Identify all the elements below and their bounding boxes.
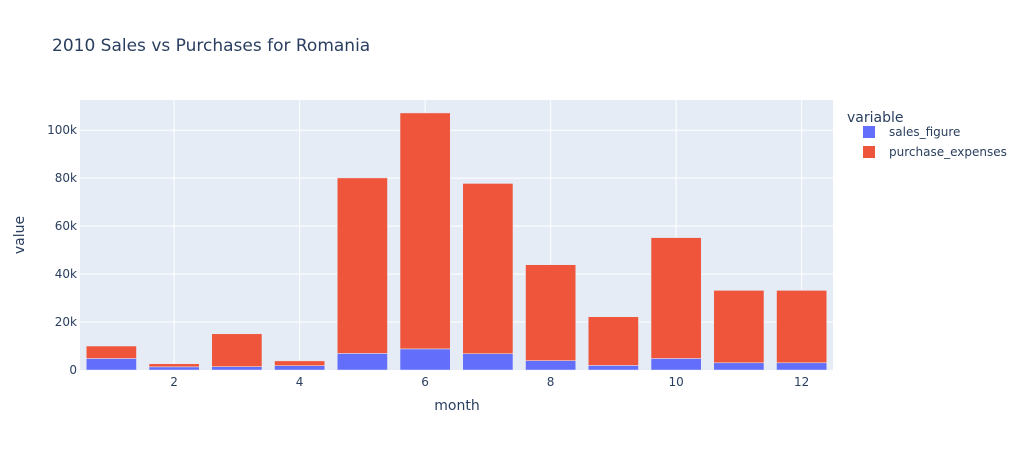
bar-sales_figure-month-10 xyxy=(650,358,702,371)
legend-swatch-purchase_expenses[interactable] xyxy=(863,146,875,158)
bar-purchase_expenses-month-2 xyxy=(148,363,200,368)
legend-title: variable xyxy=(847,110,903,126)
bar-sales_figure-month-7 xyxy=(462,353,514,371)
x-axis-title: month xyxy=(434,398,479,414)
x-tick-label: 4 xyxy=(296,375,304,389)
bar-sales_figure-month-4 xyxy=(274,365,325,371)
plot-area xyxy=(80,100,833,370)
bar-sales_figure-month-8 xyxy=(525,360,576,371)
bar-sales_figure-month-11 xyxy=(713,362,765,371)
x-tick-label: 2 xyxy=(170,375,178,389)
legend-swatch-sales_figure[interactable] xyxy=(863,126,875,138)
legend: variable sales_figure purchase_expenses xyxy=(847,110,1007,159)
bar-purchase_expenses-month-3 xyxy=(211,333,263,367)
x-tick-label: 8 xyxy=(547,375,555,389)
bar-purchase_expenses-month-5 xyxy=(337,177,388,354)
bar-sales_figure-month-2 xyxy=(148,366,200,371)
y-axis-title: value xyxy=(12,216,28,254)
bar-sales_figure-month-3 xyxy=(211,366,263,371)
bar-purchase_expenses-month-10 xyxy=(650,237,702,359)
bar-purchase_expenses-month-4 xyxy=(274,360,325,366)
bar-purchase_expenses-month-9 xyxy=(588,316,639,366)
y-axis-ticks: 0 20k 40k 60k 80k 100k xyxy=(47,123,77,377)
bar-sales_figure-month-12 xyxy=(776,362,827,371)
y-tick-label: 60k xyxy=(55,219,77,233)
bar-purchase_expenses-month-12 xyxy=(776,290,827,364)
legend-label-sales_figure[interactable]: sales_figure xyxy=(889,125,960,139)
x-tick-label: 12 xyxy=(794,375,809,389)
x-tick-label: 6 xyxy=(421,375,429,389)
bar-sales_figure-month-1 xyxy=(86,358,137,371)
bar-sales_figure-month-6 xyxy=(399,348,451,371)
y-tick-label: 20k xyxy=(55,315,77,329)
bars xyxy=(86,112,827,371)
bar-purchase_expenses-month-1 xyxy=(86,345,137,359)
y-tick-label: 40k xyxy=(55,267,77,281)
y-tick-label: 0 xyxy=(69,363,77,377)
x-tick-label: 10 xyxy=(668,375,683,389)
chart-title: 2010 Sales vs Purchases for Romania xyxy=(52,36,370,56)
y-tick-label: 80k xyxy=(55,171,77,185)
bar-purchase_expenses-month-11 xyxy=(713,290,765,364)
bar-purchase_expenses-month-8 xyxy=(525,264,576,361)
legend-label-purchase_expenses[interactable]: purchase_expenses xyxy=(889,145,1007,159)
x-axis-ticks: 2 4 6 8 10 12 xyxy=(170,375,809,389)
bar-purchase_expenses-month-7 xyxy=(462,183,514,354)
y-tick-label: 100k xyxy=(47,123,77,137)
bar-sales_figure-month-5 xyxy=(337,353,388,371)
bar-purchase_expenses-month-6 xyxy=(399,112,451,350)
bar-sales_figure-month-9 xyxy=(588,365,639,371)
